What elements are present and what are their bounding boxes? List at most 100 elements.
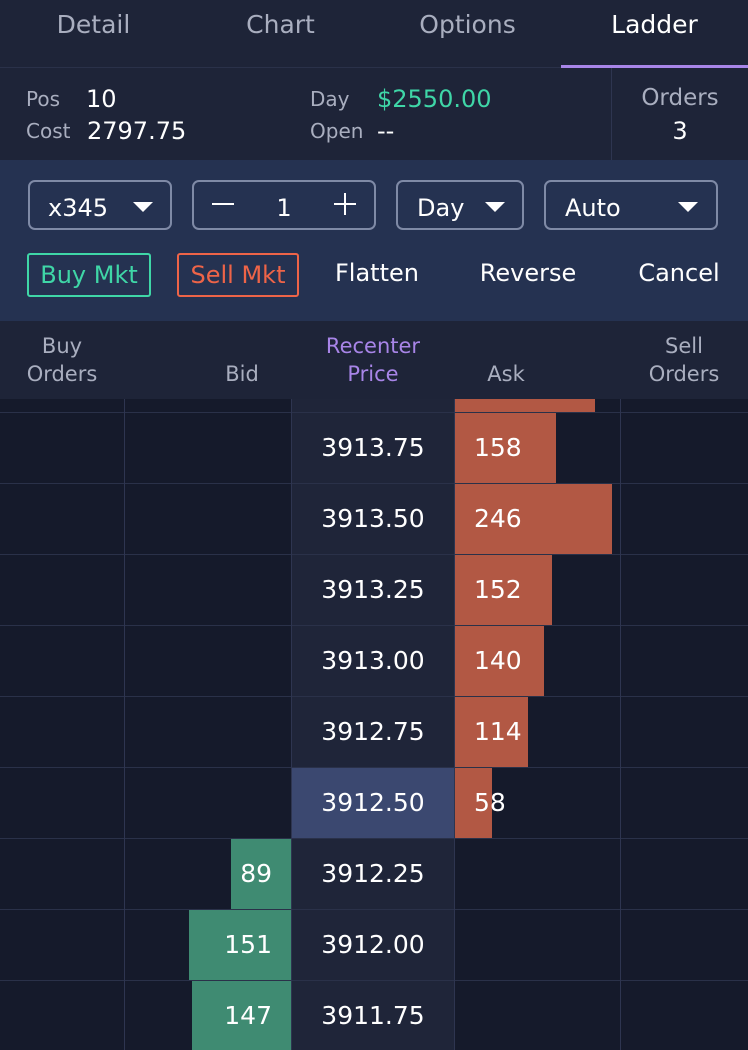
ladder-row: 3912.50 58	[0, 768, 748, 839]
price-cell[interactable]: 3913.50	[292, 484, 454, 554]
ask-size: 58	[474, 788, 506, 817]
ask-size-bar	[455, 555, 552, 625]
account-select[interactable]: x345	[28, 180, 172, 230]
ask-size: 246	[474, 504, 522, 533]
chevron-down-icon	[485, 202, 505, 212]
order-type-select[interactable]: Auto	[544, 180, 718, 230]
ask-size-bar	[455, 413, 556, 483]
price-cell[interactable]: 3912.00	[292, 910, 454, 980]
bid-cell[interactable]	[125, 626, 291, 696]
column-divider	[291, 399, 292, 1050]
price-cell[interactable]: 3912.25	[292, 839, 454, 909]
column-divider	[454, 399, 455, 1050]
ladder-row: 89 3912.25	[0, 839, 748, 910]
orders-label: Orders	[641, 85, 719, 111]
sell-orders-cell[interactable]	[621, 484, 748, 554]
minus-icon[interactable]	[212, 203, 234, 205]
sell-orders-header-line1: Sell	[665, 334, 703, 358]
sell-market-button[interactable]: Sell Mkt	[177, 253, 299, 297]
bid-size-bar	[189, 910, 291, 980]
tab-ladder[interactable]: Ladder	[561, 0, 748, 68]
orders-count[interactable]: 3	[672, 117, 688, 145]
flatten-button[interactable]: Flatten	[335, 259, 419, 287]
buy-orders-cell[interactable]	[0, 768, 124, 838]
price-ladder: 3913.75 158 3913.50 246 3913.25 152 3913.00 140…	[0, 399, 748, 1050]
buy-orders-header-line2: Orders	[26, 362, 98, 386]
buy-orders-header: Buy Orders	[0, 332, 124, 388]
sell-orders-cell[interactable]	[621, 768, 748, 838]
current-price-cell[interactable]: 3912.50	[292, 768, 454, 838]
buy-orders-header-line1: Buy	[41, 334, 83, 358]
buy-orders-cell[interactable]	[0, 839, 124, 909]
sell-orders-cell[interactable]	[621, 697, 748, 767]
tab-detail[interactable]: Detail	[56, 10, 131, 39]
ask-size-bar	[455, 697, 528, 767]
quantity-value: 1	[276, 194, 292, 222]
position-summary: Pos 10 Cost 2797.75 Day $2550.00 Open --…	[0, 68, 748, 160]
tab-bar: Detail Chart Options Ladder	[0, 0, 748, 68]
sell-orders-cell[interactable]	[621, 413, 748, 483]
ladder-row: 3913.00 140	[0, 626, 748, 697]
ask-size-bar	[455, 768, 492, 838]
sell-orders-cell[interactable]	[621, 910, 748, 980]
bid-cell[interactable]	[125, 413, 291, 483]
price-cell[interactable]: 3913.75	[292, 413, 454, 483]
ladder-row: 3912.75 114	[0, 697, 748, 768]
ask-size: 158	[474, 433, 522, 462]
bid-size: 151	[224, 930, 272, 959]
cancel-button[interactable]: Cancel	[638, 259, 720, 287]
chevron-down-icon	[678, 202, 698, 212]
sell-orders-header: Sell Orders	[620, 332, 748, 388]
ladder-row: 3913.25 152	[0, 555, 748, 626]
buy-orders-cell[interactable]	[0, 626, 124, 696]
buy-orders-cell[interactable]	[0, 484, 124, 554]
tab-options[interactable]: Options	[419, 10, 516, 39]
price-cell[interactable]: 3913.25	[292, 555, 454, 625]
sell-orders-cell[interactable]	[621, 839, 748, 909]
duration-select[interactable]: Day	[396, 180, 524, 230]
price-cell[interactable]: 3913.00	[292, 626, 454, 696]
bid-cell[interactable]	[125, 484, 291, 554]
ladder-header: Buy Orders Bid Recenter Price Ask Sell O…	[0, 321, 748, 399]
divider	[611, 68, 612, 160]
order-controls: x345 1 Day Auto	[0, 160, 748, 321]
ask-size: 140	[474, 646, 522, 675]
buy-market-button[interactable]: Buy Mkt	[27, 253, 151, 297]
ask-cell[interactable]	[455, 910, 620, 980]
cost-value: 2797.75	[87, 117, 187, 145]
day-pl-label: Day	[310, 87, 350, 111]
price-cell[interactable]: 3911.75	[292, 981, 454, 1050]
ask-size: 114	[474, 717, 522, 746]
ask-size-bar	[455, 626, 544, 696]
bid-cell[interactable]	[125, 697, 291, 767]
pos-label: Pos	[26, 87, 61, 111]
ladder-row: 147 3911.75	[0, 981, 748, 1050]
bid-size-bar	[231, 839, 291, 909]
bid-cell[interactable]	[125, 768, 291, 838]
buy-orders-cell[interactable]	[0, 981, 124, 1050]
day-pl-value: $2550.00	[377, 85, 492, 113]
ask-cell[interactable]	[455, 981, 620, 1050]
sell-orders-cell[interactable]	[621, 626, 748, 696]
tab-chart[interactable]: Chart	[246, 10, 315, 39]
ladder-row: 151 3912.00	[0, 910, 748, 981]
buy-orders-cell[interactable]	[0, 413, 124, 483]
cost-label: Cost	[26, 119, 71, 143]
sell-orders-cell[interactable]	[621, 981, 748, 1050]
sell-orders-cell[interactable]	[621, 555, 748, 625]
reverse-button[interactable]: Reverse	[479, 259, 577, 287]
price-cell[interactable]: 3912.75	[292, 697, 454, 767]
pos-value: 10	[86, 85, 117, 113]
recenter-price-button[interactable]: Recenter Price	[292, 332, 454, 388]
open-pl-label: Open	[310, 119, 364, 143]
buy-orders-cell[interactable]	[0, 555, 124, 625]
plus-icon-vertical	[344, 193, 346, 215]
ask-cell[interactable]	[455, 839, 620, 909]
ladder-row: 3913.75 158	[0, 413, 748, 484]
order-type-value: Auto	[565, 194, 621, 222]
buy-orders-cell[interactable]	[0, 910, 124, 980]
buy-orders-cell[interactable]	[0, 697, 124, 767]
bid-cell[interactable]	[125, 555, 291, 625]
ask-size: 152	[474, 575, 522, 604]
quantity-stepper[interactable]: 1	[192, 180, 376, 230]
